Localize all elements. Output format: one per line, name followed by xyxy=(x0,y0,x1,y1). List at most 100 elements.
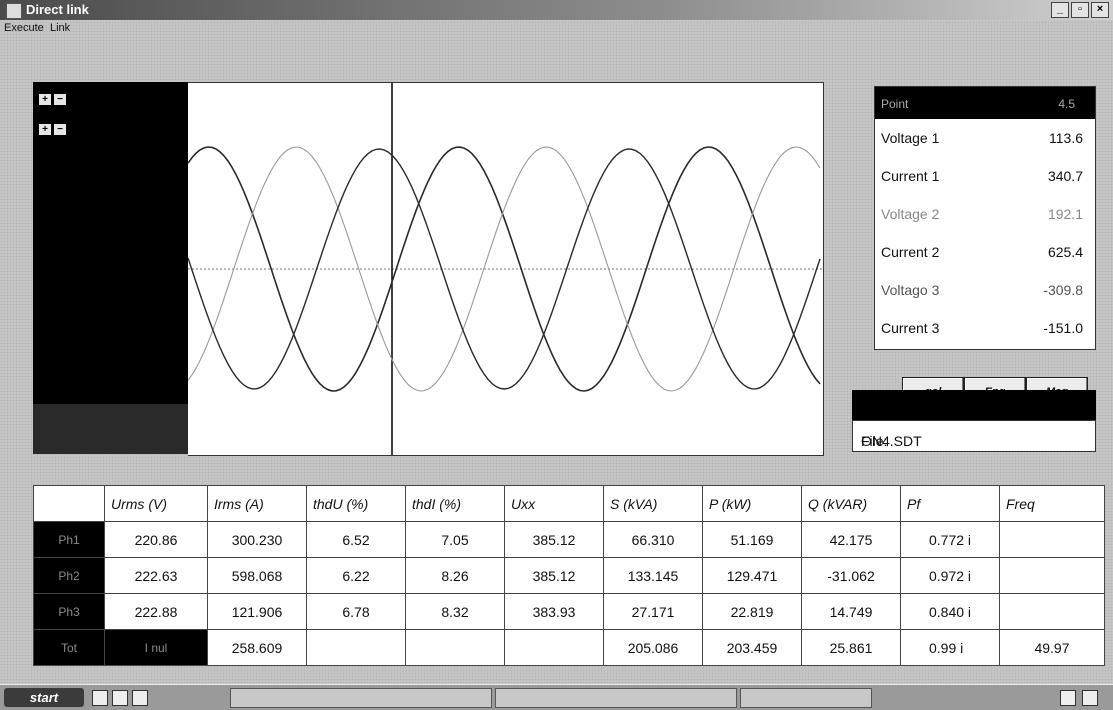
table-cell: 0.772 i xyxy=(900,521,1000,558)
reading-name: Current 3 xyxy=(881,320,940,336)
reading-value: 113.6 xyxy=(1049,130,1083,146)
readings-panel: Point 4.5 Voltage 1 113.6 Current 1 340.… xyxy=(874,86,1096,350)
table-cell: 0.99 i xyxy=(900,629,1000,666)
close-button[interactable]: × xyxy=(1091,2,1109,18)
table-cell: 6.22 xyxy=(306,557,406,594)
scope-control-panel: + − + − xyxy=(33,82,188,454)
table-cell: 133.145 xyxy=(603,557,703,594)
column-header: thdU (%) xyxy=(306,485,406,522)
reading-value: 192.1 xyxy=(1047,206,1083,222)
reading-name: Current 2 xyxy=(881,244,940,260)
menu-bar: Execute Link xyxy=(0,20,1113,36)
table-cell: 8.32 xyxy=(405,593,505,630)
menu-execute[interactable]: Execute xyxy=(4,22,44,34)
reading-row: Voltage 1 113.6 xyxy=(875,119,1095,157)
table-cell: 205.086 xyxy=(603,629,703,666)
minimize-button[interactable]: _ xyxy=(1051,2,1069,18)
row-label: Ph3 xyxy=(33,593,105,630)
app-icon xyxy=(6,3,22,19)
column-header: Uxx xyxy=(504,485,604,522)
table-cell: 598.068 xyxy=(207,557,307,594)
waveform-plot xyxy=(188,82,824,456)
table-row: Ph2 222.63 598.068 6.22 8.26 385.12 133.… xyxy=(33,557,1105,594)
voltage-scale-minus-button[interactable]: − xyxy=(54,94,66,105)
waveform-trace xyxy=(188,146,821,392)
table-cell: 300.230 xyxy=(207,521,307,558)
file-box: File: ON4.SDT xyxy=(852,390,1096,452)
reading-row: Current 1 340.7 xyxy=(875,157,1095,195)
table-row: Ph1 220.86 300.230 6.52 7.05 385.12 66.3… xyxy=(33,521,1105,558)
table-cell: 0.840 i xyxy=(900,593,1000,630)
table-row: Ph3 222.88 121.906 6.78 8.32 383.93 27.1… xyxy=(33,593,1105,630)
taskbar: start xyxy=(0,684,1113,710)
reading-row: Current 3 -151.0 xyxy=(875,309,1095,347)
table-cell: 49.97 xyxy=(999,629,1105,666)
column-header: thdI (%) xyxy=(405,485,505,522)
table-cell: 8.26 xyxy=(405,557,505,594)
current-scale-minus-button[interactable]: − xyxy=(54,124,66,135)
table-cell: 27.171 xyxy=(603,593,703,630)
table-cell: 222.88 xyxy=(104,593,208,630)
column-header: Pf xyxy=(900,485,1000,522)
column-header: Urms (V) xyxy=(104,485,208,522)
table-cell: 222.63 xyxy=(104,557,208,594)
table-cell: 0.972 i xyxy=(900,557,1000,594)
taskbar-task[interactable] xyxy=(740,688,872,708)
taskbar-task[interactable] xyxy=(230,688,492,708)
column-header: Irms (A) xyxy=(207,485,307,522)
table-cell: 383.93 xyxy=(504,593,604,630)
current-scale-control: + − xyxy=(39,124,66,135)
reading-row: Current 2 625.4 xyxy=(875,233,1095,271)
menu-link[interactable]: Link xyxy=(50,22,71,34)
file-box-header xyxy=(852,390,1096,420)
quick-launch-icon[interactable] xyxy=(132,690,148,706)
window-title: Direct link xyxy=(26,2,89,17)
reading-value: -151.0 xyxy=(1043,320,1083,336)
table-cell xyxy=(405,629,505,666)
waveform-svg xyxy=(188,83,823,455)
readings-header: Point 4.5 xyxy=(875,87,1095,119)
table-cell: 51.169 xyxy=(702,521,802,558)
start-button[interactable]: start xyxy=(4,688,84,707)
column-header: P (kW) xyxy=(702,485,802,522)
file-name: ON4.SDT xyxy=(861,433,922,449)
table-cell xyxy=(306,629,406,666)
reading-value: 340.7 xyxy=(1047,168,1083,184)
reading-row: Voltago 3 -309.8 xyxy=(875,271,1095,309)
reading-value: 625.4 xyxy=(1047,244,1083,260)
title-bar: Direct link _ ▫ × xyxy=(0,0,1113,20)
maximize-button[interactable]: ▫ xyxy=(1071,2,1089,18)
waveform-trace xyxy=(188,148,821,390)
table-cell: I nul xyxy=(104,629,208,666)
table-cell: 121.906 xyxy=(207,593,307,630)
readings-header-name: Point xyxy=(881,97,909,111)
table-cell: 22.819 xyxy=(702,593,802,630)
reading-name: Voltago 3 xyxy=(881,282,940,298)
table-cell: 6.78 xyxy=(306,593,406,630)
table-cell xyxy=(999,521,1105,558)
reading-name: Current 1 xyxy=(881,168,940,184)
table-cell: 385.12 xyxy=(504,557,604,594)
row-label: Ph2 xyxy=(33,557,105,594)
readings-header-value: 4.5 xyxy=(1058,97,1075,111)
voltage-scale-plus-button[interactable]: + xyxy=(39,94,51,105)
waveform-trace xyxy=(188,146,821,392)
taskbar-task[interactable] xyxy=(495,688,737,708)
file-name-display: File: ON4.SDT xyxy=(852,420,1096,452)
table-cell: 66.310 xyxy=(603,521,703,558)
row-label: Ph1 xyxy=(33,521,105,558)
table-cell: -31.062 xyxy=(801,557,901,594)
table-row: Tot I nul 258.609 205.086 203.459 25.861… xyxy=(33,629,1105,666)
quick-launch-icon[interactable] xyxy=(112,690,128,706)
table-cell: 220.86 xyxy=(104,521,208,558)
table-cell: 6.52 xyxy=(306,521,406,558)
column-header: Q (kVAR) xyxy=(801,485,901,522)
table-header-row: Urms (V) Irms (A) thdU (%) thdI (%) Uxx … xyxy=(33,485,1105,522)
voltage-scale-control: + − xyxy=(39,94,66,105)
current-scale-plus-button[interactable]: + xyxy=(39,124,51,135)
quick-launch-icon[interactable] xyxy=(92,690,108,706)
table-cell: 129.471 xyxy=(702,557,802,594)
table-cell: 203.459 xyxy=(702,629,802,666)
column-header xyxy=(33,485,105,522)
table-cell: 42.175 xyxy=(801,521,901,558)
